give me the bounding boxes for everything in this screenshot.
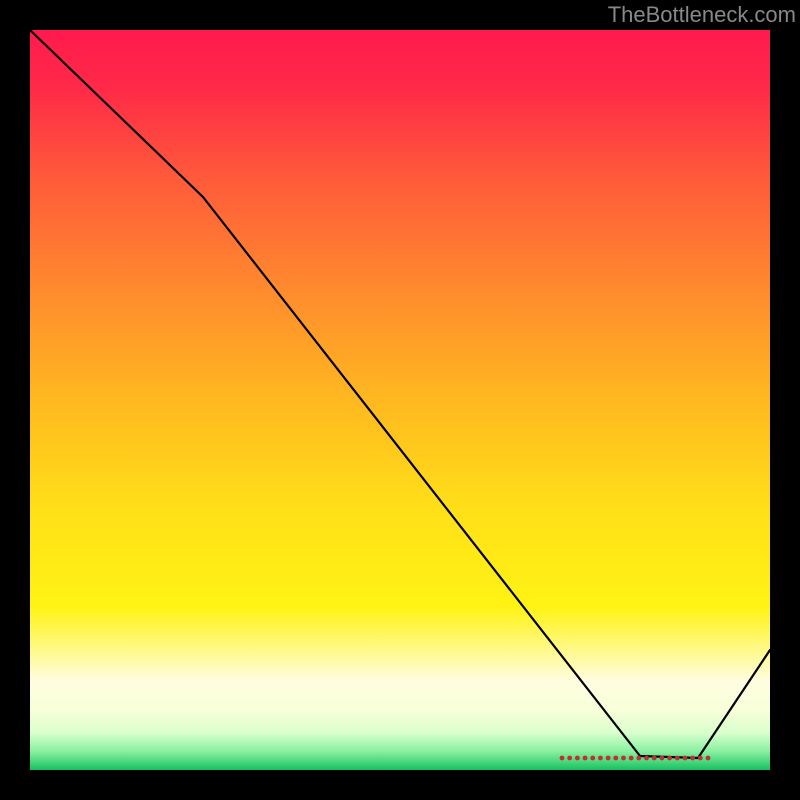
marker-dot (667, 756, 672, 761)
chart-svg: TheBottleneck.com (0, 0, 800, 800)
marker-dot (613, 756, 618, 761)
marker-dot (560, 756, 565, 761)
chart-root: TheBottleneck.com (0, 0, 800, 800)
marker-dot (621, 756, 626, 761)
marker-dot (690, 756, 695, 761)
marker-dot (659, 756, 664, 761)
watermark-text: TheBottleneck.com (608, 2, 796, 27)
marker-dot (698, 756, 703, 761)
marker-dot (590, 756, 595, 761)
marker-dot (575, 756, 580, 761)
marker-dot (583, 756, 588, 761)
marker-dot (629, 756, 634, 761)
plot-background (30, 30, 770, 770)
marker-dot (706, 756, 711, 761)
marker-dot (644, 756, 649, 761)
marker-dot (652, 756, 657, 761)
marker-dot (567, 756, 572, 761)
marker-dot (636, 756, 641, 761)
marker-dot (675, 756, 680, 761)
marker-dot (683, 756, 688, 761)
marker-dot (606, 756, 611, 761)
marker-dot (598, 756, 603, 761)
